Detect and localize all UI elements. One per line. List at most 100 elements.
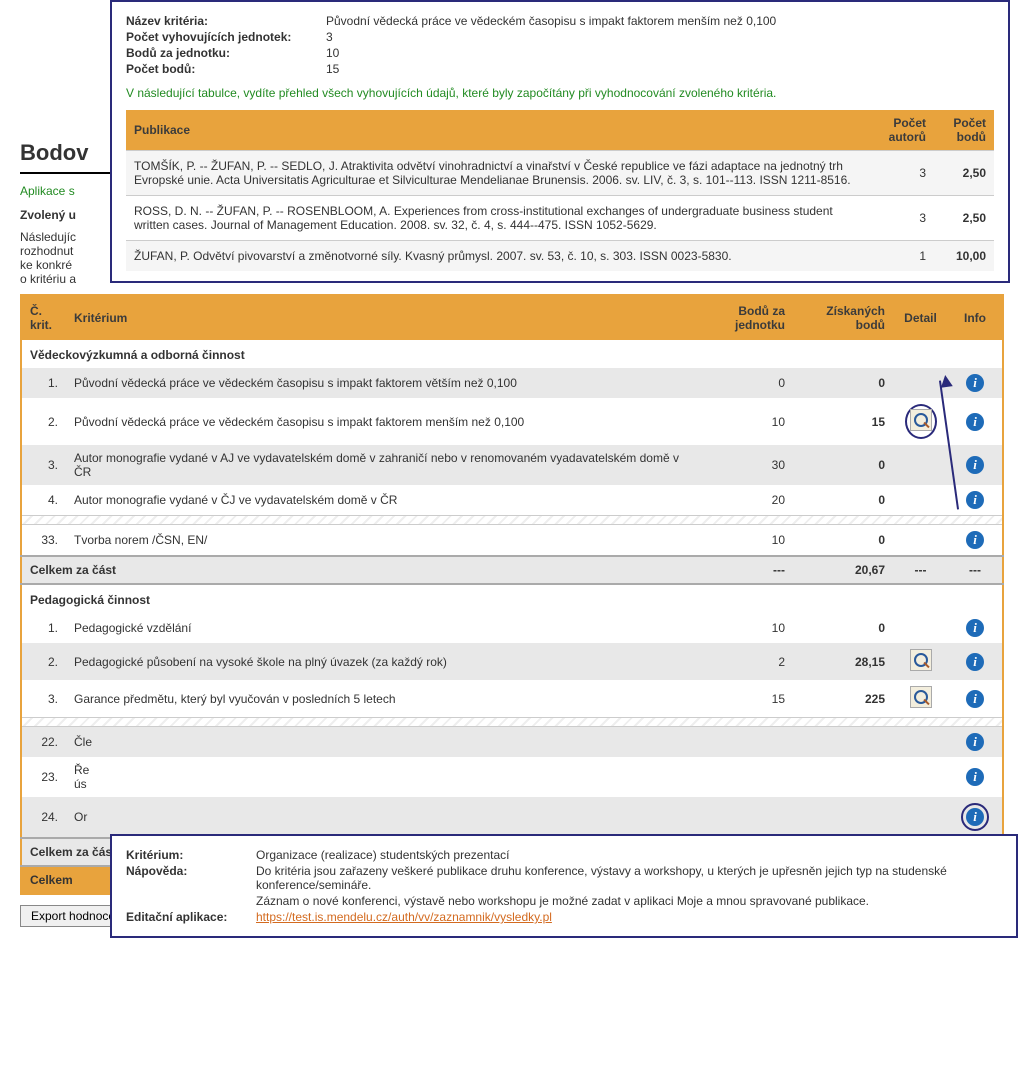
info-icon[interactable]: i (966, 374, 984, 392)
row-detail (893, 727, 948, 757)
info-icon[interactable]: i (966, 768, 984, 786)
edit-app-link[interactable]: https://test.is.mendelu.cz/auth/vv/zazna… (256, 910, 552, 924)
highlighted-detail (905, 404, 937, 439)
info-icon[interactable]: i (966, 531, 984, 549)
col-criterium: Kritérium (66, 295, 693, 340)
row-number: 23. (21, 757, 66, 797)
row-number: 2. (21, 643, 66, 680)
row-number: 1. (21, 613, 66, 643)
row-per-unit (693, 727, 793, 757)
label-criterium: Kritérium: (126, 848, 256, 862)
label-edit-app: Editační aplikace: (126, 910, 256, 924)
detail-popup: Název kritéria:Původní vědecká práce ve … (110, 0, 1010, 283)
row-per-unit: 10 (693, 525, 793, 556)
criteria-row: 1.Původní vědecká práce ve vědeckém časo… (21, 368, 1003, 398)
col-per-unit: Bodů za jednotku (693, 295, 793, 340)
col-num: Č. krit. (21, 295, 66, 340)
col-gained: Získaných bodů (793, 295, 893, 340)
criteria-row: 2.Původní vědecká práce ve vědeckém časo… (21, 398, 1003, 445)
row-info: i (948, 727, 1003, 757)
sum-pu: --- (693, 556, 793, 584)
row-per-unit: 15 (693, 680, 793, 717)
row-gained (793, 797, 893, 838)
publications-table: Publikace Počet autorů Počet bodů TOMŠÍK… (126, 110, 994, 271)
info-icon[interactable]: i (966, 456, 984, 474)
row-per-unit: 0 (693, 368, 793, 398)
row-number: 22. (21, 727, 66, 757)
info-icon[interactable]: i (966, 808, 984, 826)
magnifier-icon[interactable] (910, 409, 932, 431)
row-info: i (948, 613, 1003, 643)
label-criteria-name: Název kritéria: (126, 14, 326, 28)
category-header-row: Pedagogická činnost (21, 584, 1003, 613)
row-info: i (948, 445, 1003, 485)
row-detail (893, 613, 948, 643)
value-criterium: Organizace (realizace) studentských prez… (256, 848, 1002, 862)
value-help1: Do kritéria jsou zařazeny veškeré publik… (256, 864, 1002, 892)
row-info: i (948, 643, 1003, 680)
info-icon[interactable]: i (966, 491, 984, 509)
row-gained: 0 (793, 485, 893, 515)
row-text: Řeús (66, 757, 693, 797)
row-text: Pedagogické působení na vysoké škole na … (66, 643, 693, 680)
row-per-unit (693, 757, 793, 797)
row-detail (893, 445, 948, 485)
info-icon[interactable]: i (966, 690, 984, 708)
criteria-row: 24.Or i (21, 797, 1003, 838)
row-gained: 0 (793, 368, 893, 398)
value-help2: Záznam o nové konferenci, výstavě nebo w… (256, 894, 1002, 908)
row-info: i (948, 757, 1003, 797)
criteria-row: 4.Autor monografie vydané v ČJ ve vydava… (21, 485, 1003, 515)
pub-points: 10,00 (934, 241, 994, 272)
row-info: i (948, 398, 1003, 445)
row-text: Čle (66, 727, 693, 757)
row-text: Pedagogické vzdělání (66, 613, 693, 643)
criteria-row: 3.Autor monografie vydané v AJ ve vydava… (21, 445, 1003, 485)
row-per-unit: 10 (693, 613, 793, 643)
row-number: 24. (21, 797, 66, 838)
criteria-row: 33.Tvorba norem /ČSN, EN/100i (21, 525, 1003, 556)
row-gained (793, 727, 893, 757)
pub-points: 2,50 (934, 196, 994, 241)
pub-text: ŽUFAN, P. Odvětví pivovarství a změnotvo… (126, 241, 874, 272)
value-matching-units: 3 (326, 30, 994, 44)
category-header-row: Vědeckovýzkumná a odborná činnost (21, 340, 1003, 368)
row-gained: 28,15 (793, 643, 893, 680)
row-number: 2. (21, 398, 66, 445)
criteria-table: Č. krit. Kritérium Bodů za jednotku Získ… (20, 294, 1004, 895)
callout-arrow-head (939, 374, 953, 388)
torn-separator (21, 717, 1003, 727)
value-points-per-unit: 10 (326, 46, 994, 60)
row-gained: 0 (793, 613, 893, 643)
row-info: i (948, 680, 1003, 717)
label-points-per-unit: Bodů za jednotku: (126, 46, 326, 60)
row-number: 1. (21, 368, 66, 398)
col-publication: Publikace (126, 110, 874, 151)
pub-authors: 1 (874, 241, 934, 272)
info-icon[interactable]: i (966, 653, 984, 671)
highlighted-info: i (961, 803, 989, 831)
criteria-row: 22.Čle i (21, 727, 1003, 757)
row-per-unit: 2 (693, 643, 793, 680)
torn-separator (21, 515, 1003, 525)
row-info: i (948, 525, 1003, 556)
sum-info: --- (948, 556, 1003, 584)
value-points-total: 15 (326, 62, 994, 76)
pub-authors: 3 (874, 196, 934, 241)
magnifier-icon[interactable] (910, 649, 932, 671)
info-icon[interactable]: i (966, 619, 984, 637)
row-text: Garance předmětu, který byl vyučován v p… (66, 680, 693, 717)
row-text: Or (66, 797, 693, 838)
row-number: 33. (21, 525, 66, 556)
info-icon[interactable]: i (966, 413, 984, 431)
row-per-unit: 30 (693, 445, 793, 485)
label-help: Nápověda: (126, 864, 256, 892)
info-icon[interactable]: i (966, 733, 984, 751)
row-per-unit: 10 (693, 398, 793, 445)
row-text: Původní vědecká práce ve vědeckém časopi… (66, 398, 693, 445)
magnifier-icon[interactable] (910, 686, 932, 708)
criteria-row: 23.Řeús i (21, 757, 1003, 797)
row-info: i (948, 368, 1003, 398)
criteria-row: 1.Pedagogické vzdělání100 i (21, 613, 1003, 643)
col-points: Počet bodů (934, 110, 994, 151)
